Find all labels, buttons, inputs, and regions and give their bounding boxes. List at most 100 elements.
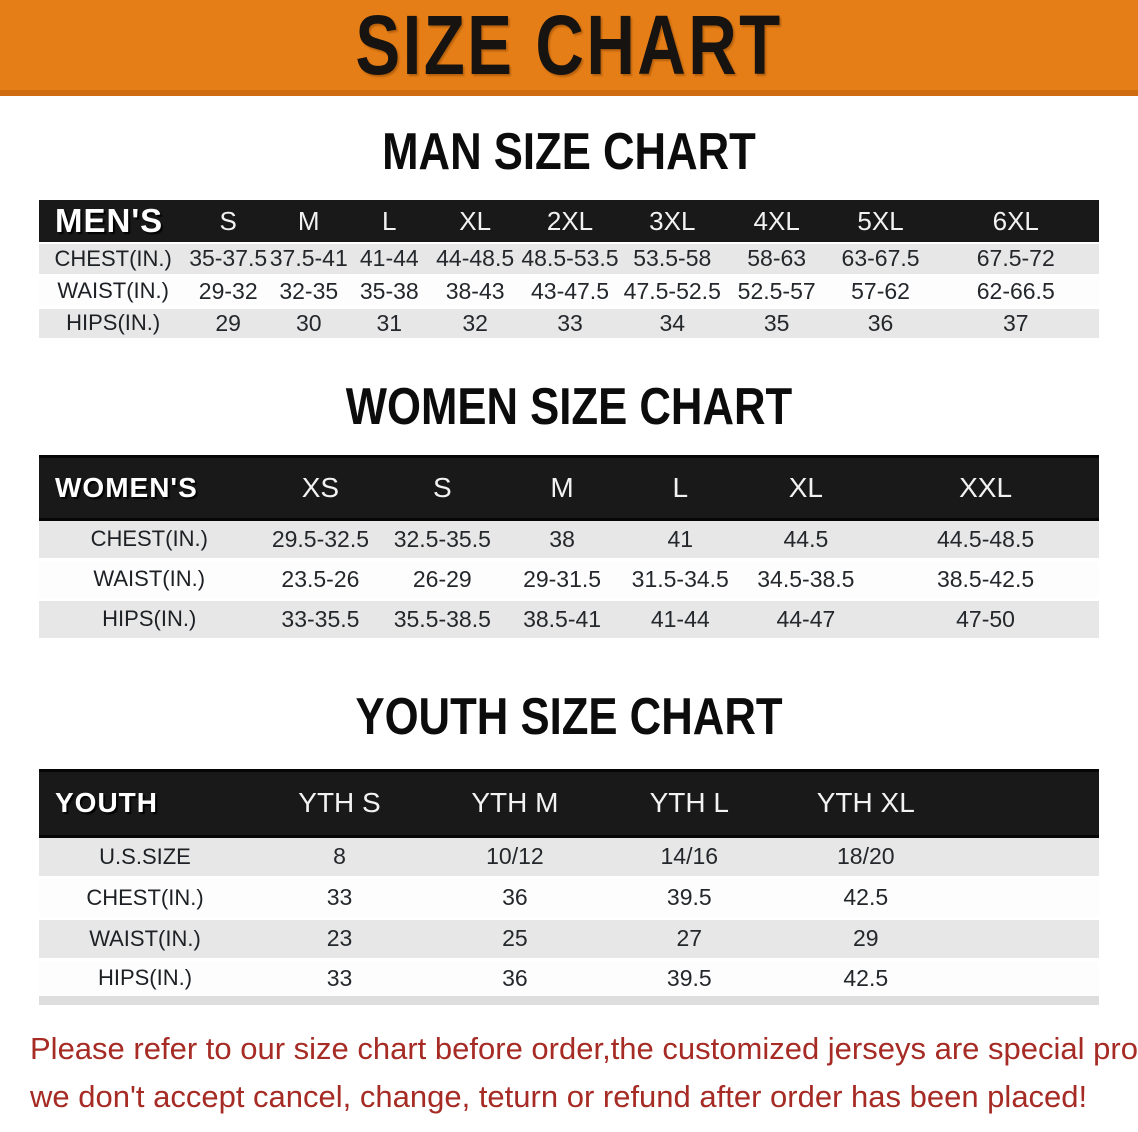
size-column-header: M: [503, 454, 621, 521]
size-cell: 37.5-41: [269, 242, 349, 277]
size-cell: 34: [619, 306, 725, 341]
table-row: HIPS(IN.) 33 36 39.5 42.5: [39, 958, 1099, 1002]
size-cell: 36: [428, 876, 602, 920]
size-cell: 44-48.5: [430, 242, 521, 277]
youth-section-title: YOUTH SIZE CHART: [355, 687, 783, 746]
size-cell: 37: [932, 306, 1099, 341]
size-cell: 47-50: [872, 598, 1099, 641]
size-column-header: 2XL: [520, 200, 620, 243]
size-cell: 32: [430, 306, 521, 341]
size-cell: 43-47.5: [520, 274, 620, 309]
disclaimer: Please refer to our size chart before or…: [0, 1025, 1138, 1121]
size-cell: 23: [251, 917, 429, 961]
youth-size-section: YOUTH SIZE CHART YOUTH YTH S YTH M YTH L YTH…: [0, 691, 1138, 1005]
size-cell: 30: [269, 306, 349, 341]
size-cell: 27: [601, 917, 777, 961]
size-cell: 48.5-53.5: [520, 242, 620, 277]
size-cell: 14/16: [601, 835, 777, 879]
table-row: CHEST(IN.) 29.5-32.5 32.5-35.5 38 41 44.5 44.5…: [39, 518, 1099, 561]
table-row: WAIST(IN.) 29-32 32-35 35-38 38-43 43-47.5 47.…: [39, 274, 1099, 309]
size-cell: 29-32: [187, 274, 269, 309]
size-cell: 44-47: [739, 598, 873, 641]
row-label: CHEST(IN.): [39, 242, 188, 277]
size-cell: 32-35: [269, 274, 349, 309]
youth-size-table: YOUTH YTH S YTH M YTH L YTH XL U.S.SIZE 8 10/12…: [39, 768, 1099, 1005]
size-column-header: YTH XL: [776, 768, 955, 838]
size-cell: 35.5-38.5: [381, 598, 504, 641]
size-cell: 39.5: [601, 876, 777, 920]
size-cell: 42.5: [776, 958, 955, 1002]
size-cell: 23.5-26: [259, 558, 382, 601]
size-cell: 57-62: [828, 274, 933, 309]
size-cell: 53.5-58: [619, 242, 725, 277]
empty-header-cell: [954, 768, 1099, 838]
size-cell: 34.5-38.5: [739, 558, 873, 601]
size-column-header: L: [348, 200, 431, 243]
size-cell: 41-44: [348, 242, 431, 277]
table-row: U.S.SIZE 8 10/12 14/16 18/20: [39, 835, 1099, 879]
disclaimer-line-2: we don't accept cancel, change, teturn o…: [30, 1078, 1088, 1114]
row-label: HIPS(IN.): [39, 598, 260, 641]
size-cell: 62-66.5: [932, 274, 1099, 309]
row-label: WAIST(IN.): [39, 917, 251, 961]
size-column-header: YTH M: [428, 768, 602, 838]
row-label: WAIST(IN.): [39, 558, 260, 601]
size-cell: 38.5-42.5: [872, 558, 1099, 601]
size-cell: 33: [251, 958, 429, 1002]
row-label: HIPS(IN.): [39, 306, 188, 341]
size-cell: 25: [428, 917, 602, 961]
size-cell: 31.5-34.5: [620, 558, 740, 601]
size-cell: 52.5-57: [724, 274, 829, 309]
table-label: WOMEN'S: [39, 454, 260, 521]
men-section-title: MAN SIZE CHART: [382, 123, 756, 181]
size-cell: 8: [251, 835, 429, 879]
size-cell: 29.5-32.5: [259, 518, 382, 561]
women-size-table: WOMEN'S XS S M L XL XXL CHEST(IN.) 29.5-32.5 32.5…: [39, 454, 1099, 641]
size-cell: 26-29: [381, 558, 504, 601]
size-cell: 63-67.5: [828, 242, 933, 277]
size-cell: 32.5-35.5: [381, 518, 504, 561]
size-column-header: M: [269, 200, 349, 243]
row-label: HIPS(IN.): [39, 958, 251, 1002]
size-column-header: XL: [739, 454, 873, 521]
size-column-header: XS: [259, 454, 382, 521]
size-cell: 41: [620, 518, 740, 561]
size-cell: 39.5: [601, 958, 777, 1002]
size-cell: 10/12: [428, 835, 602, 879]
size-column-header: 6XL: [932, 200, 1099, 243]
size-cell: 44.5: [739, 518, 873, 561]
size-cell: 36: [828, 306, 933, 341]
size-cell: 36: [428, 958, 602, 1002]
size-column-header: XXL: [872, 454, 1099, 521]
size-cell: 38-43: [430, 274, 521, 309]
table-row: HIPS(IN.) 33-35.5 35.5-38.5 38.5-41 41-44 44-…: [39, 598, 1099, 641]
table-row: HIPS(IN.) 29 30 31 32 33 34 35 36 37: [39, 306, 1099, 341]
row-label: CHEST(IN.): [39, 876, 251, 920]
row-label: CHEST(IN.): [39, 518, 260, 561]
size-cell: 29: [187, 306, 269, 341]
size-column-header: 5XL: [828, 200, 933, 243]
size-cell: 41-44: [620, 598, 740, 641]
size-column-header: YTH L: [601, 768, 777, 838]
size-header-row: YOUTH YTH S YTH M YTH L YTH XL: [39, 768, 1099, 838]
size-column-header: S: [187, 200, 269, 243]
row-label: U.S.SIZE: [39, 835, 251, 879]
size-cell: 35: [724, 306, 829, 341]
table-row: WAIST(IN.) 23.5-26 26-29 29-31.5 31.5-34.5 34…: [39, 558, 1099, 601]
size-cell: 42.5: [776, 876, 955, 920]
size-cell: 47.5-52.5: [619, 274, 725, 309]
size-header-row: MEN'S S M L XL 2XL 3XL 4XL 5XL 6XL: [39, 200, 1099, 243]
size-cell: 31: [348, 306, 431, 341]
size-cell: 33: [251, 876, 429, 920]
size-cell: 29-31.5: [503, 558, 621, 601]
empty-cell: [954, 835, 1099, 879]
table-row: WAIST(IN.) 23 25 27 29: [39, 917, 1099, 961]
table-row: CHEST(IN.) 35-37.5 37.5-41 41-44 44-48.5 48.5…: [39, 242, 1099, 277]
women-section-title: WOMEN SIZE CHART: [345, 377, 793, 436]
size-column-header: S: [381, 454, 504, 521]
size-column-header: XL: [430, 200, 521, 243]
size-cell: 29: [776, 917, 955, 961]
size-column-header: YTH S: [251, 768, 429, 838]
size-header-row: WOMEN'S XS S M L XL XXL: [39, 454, 1099, 521]
